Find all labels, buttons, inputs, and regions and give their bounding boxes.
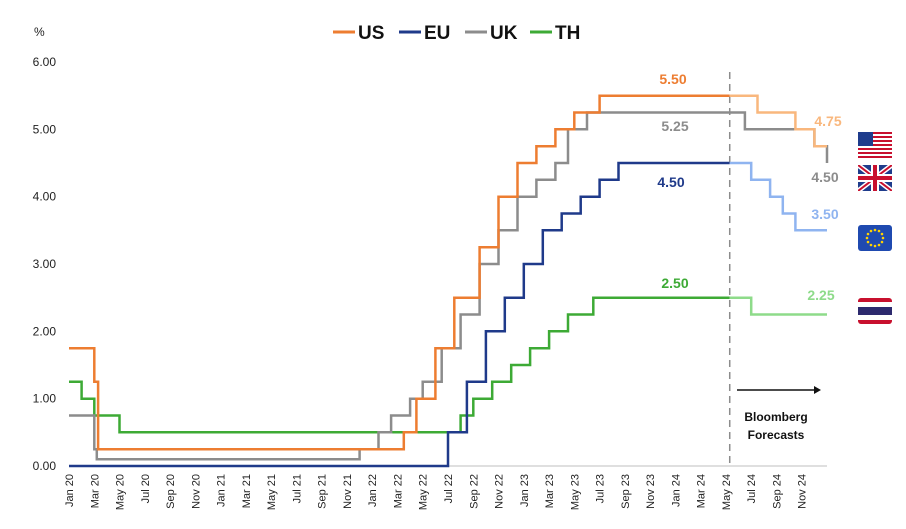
forecast-line-eu bbox=[729, 161, 827, 232]
forecast-value-label-uk: 4.50 bbox=[811, 169, 838, 185]
y-tick-label: 6.00 bbox=[33, 55, 57, 69]
x-tick-label: May 22 bbox=[418, 474, 430, 510]
x-tick-label: Jan 21 bbox=[216, 474, 228, 507]
y-tick-label: 0.00 bbox=[33, 459, 57, 473]
legend-label-th: TH bbox=[555, 23, 580, 44]
y-tick-label: 5.00 bbox=[33, 122, 57, 136]
end-value-label-eu: 4.50 bbox=[657, 174, 684, 190]
x-tick-label: Nov 20 bbox=[190, 474, 202, 509]
x-tick-label: Mar 23 bbox=[544, 474, 556, 508]
x-tick-label: Sep 22 bbox=[468, 474, 480, 509]
x-tick-label: Jan 22 bbox=[367, 474, 379, 507]
us-flag-icon bbox=[858, 132, 892, 158]
legend-label-uk: UK bbox=[490, 23, 518, 44]
x-tick-label: Jan 23 bbox=[519, 474, 531, 507]
x-tick-label: Jul 20 bbox=[140, 474, 152, 503]
series-line-eu bbox=[69, 161, 730, 468]
y-tick-label: 3.00 bbox=[33, 257, 57, 271]
forecast-line-us bbox=[729, 94, 827, 148]
eu-flag-icon bbox=[858, 225, 892, 251]
legend-label-eu: EU bbox=[424, 23, 450, 44]
x-tick-label: Sep 24 bbox=[771, 474, 783, 509]
x-tick-label: Jul 24 bbox=[746, 474, 758, 503]
forecast-arrow-head bbox=[814, 386, 821, 394]
forecast-line-th bbox=[729, 296, 827, 316]
end-value-label-uk: 5.25 bbox=[661, 118, 688, 134]
x-tick-label: Jan 24 bbox=[670, 474, 682, 507]
y-axis-label: % bbox=[34, 25, 45, 39]
x-tick-label: Jul 22 bbox=[443, 474, 455, 503]
x-tick-label: May 23 bbox=[569, 474, 581, 510]
x-tick-label: Nov 21 bbox=[342, 474, 354, 509]
forecast-value-label-us: 4.75 bbox=[814, 113, 841, 129]
forecast-text-line1: Bloomberg bbox=[744, 410, 807, 424]
legend-label-us: US bbox=[358, 23, 384, 44]
x-tick-label: Sep 23 bbox=[620, 474, 632, 509]
x-tick-label: Mar 21 bbox=[241, 474, 253, 508]
x-tick-label: Mar 22 bbox=[392, 474, 404, 508]
forecast-value-label-th: 2.25 bbox=[807, 287, 834, 303]
x-tick-label: Jul 21 bbox=[291, 474, 303, 503]
x-tick-label: Nov 23 bbox=[645, 474, 657, 509]
x-tick-label: Jul 23 bbox=[595, 474, 607, 503]
end-value-label-us: 5.50 bbox=[659, 71, 686, 87]
x-tick-label: Sep 21 bbox=[317, 474, 329, 509]
x-tick-label: Mar 24 bbox=[696, 474, 708, 508]
series-line-th bbox=[69, 296, 730, 434]
forecast-value-label-eu: 3.50 bbox=[811, 206, 838, 222]
forecast-text-line2: Forecasts bbox=[748, 428, 805, 442]
y-tick-label: 4.00 bbox=[33, 190, 57, 204]
x-tick-label: May 24 bbox=[721, 474, 733, 510]
x-tick-label: Mar 20 bbox=[89, 474, 101, 508]
end-value-label-th: 2.50 bbox=[661, 275, 688, 291]
series-line-us bbox=[69, 94, 730, 451]
series-line-uk bbox=[69, 111, 730, 461]
y-tick-label: 1.00 bbox=[33, 392, 57, 406]
x-tick-label: May 20 bbox=[115, 474, 127, 510]
x-tick-label: May 21 bbox=[266, 474, 278, 510]
x-tick-label: Nov 22 bbox=[494, 474, 506, 509]
x-tick-label: Nov 24 bbox=[797, 474, 809, 509]
y-tick-label: 2.00 bbox=[33, 324, 57, 338]
th-flag-icon bbox=[858, 298, 892, 324]
x-tick-label: Jan 20 bbox=[64, 474, 76, 507]
x-tick-label: Sep 20 bbox=[165, 474, 177, 509]
forecast-line-uk bbox=[729, 111, 829, 163]
uk-flag-icon bbox=[858, 165, 892, 191]
